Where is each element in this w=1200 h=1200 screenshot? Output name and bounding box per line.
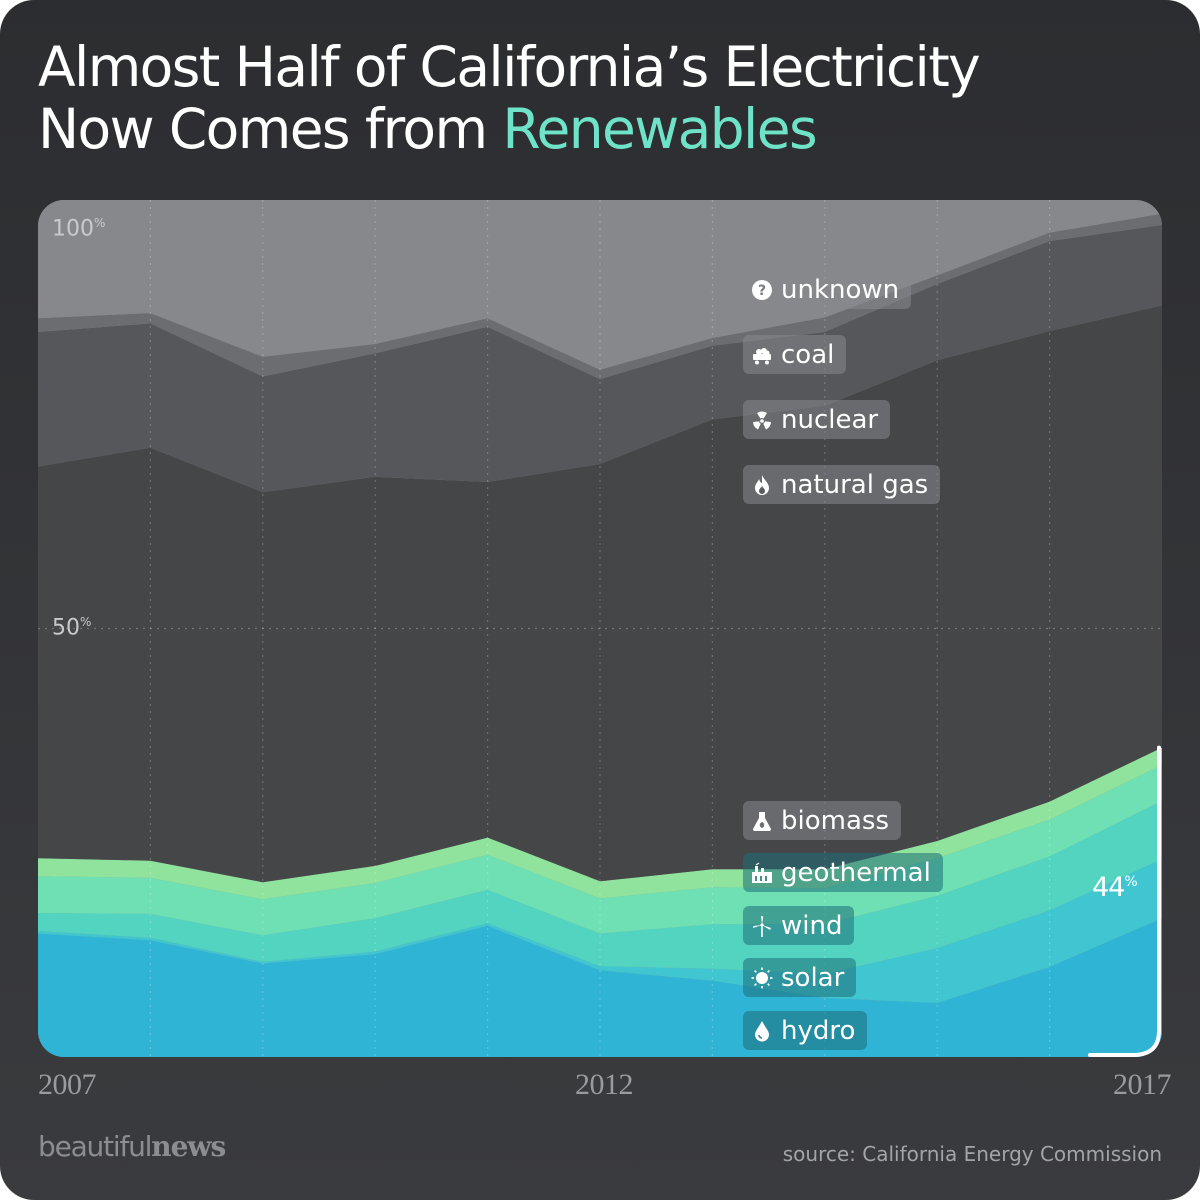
area-unknown <box>38 200 1162 370</box>
x-tick-label-2017: 2017 <box>1113 1068 1172 1101</box>
legend-nuclear: nuclear <box>743 400 891 439</box>
coal-cart-icon <box>753 347 771 364</box>
area-wind <box>38 800 1162 974</box>
title-line-1: Almost Half of California’s Electricity <box>38 35 981 99</box>
wind-turbine-icon <box>753 915 771 937</box>
chart-overlay <box>38 200 1162 1057</box>
chart-title: Almost Half of California’s Electricity … <box>38 36 1168 160</box>
legend-hydro: hydro <box>743 1011 868 1050</box>
legend-geothermal: geothermal <box>743 853 943 892</box>
area-solar <box>38 859 1162 1003</box>
svg-text:?: ? <box>758 283 766 299</box>
source-note: source: California Energy Commission <box>782 1142 1162 1166</box>
x-tick-label-2012: 2012 <box>575 1068 634 1101</box>
end-value-label: 44% <box>1092 872 1138 903</box>
legend-unknown: ? unknown <box>743 270 912 309</box>
legend-wind: wind <box>743 906 855 945</box>
brand-logo: beautifulnews <box>38 1130 226 1163</box>
title-accent-word: Renewables <box>502 97 817 161</box>
legend-natural-gas: natural gas <box>743 465 941 504</box>
factory-icon <box>752 862 772 883</box>
area-geothermal <box>38 764 1162 936</box>
x-tick-label-2007: 2007 <box>38 1068 97 1101</box>
sun-icon <box>751 967 773 988</box>
question-icon: ? <box>752 279 772 300</box>
y-tick-label-100: 100% <box>52 216 106 242</box>
legend-coal: coal <box>743 335 847 374</box>
renewables-bracket <box>1088 745 1161 1057</box>
radiation-icon <box>753 410 771 429</box>
flame-icon <box>755 474 769 495</box>
area-layers <box>38 200 1162 1057</box>
area-hydro <box>38 918 1162 1057</box>
area-nuclear <box>38 224 1162 493</box>
legend-solar: solar <box>743 958 857 997</box>
y-tick-label-50: 50% <box>52 615 92 641</box>
legend-biomass: biomass <box>743 801 901 840</box>
area-natural-gas <box>38 305 1162 883</box>
flask-leaf-icon <box>753 811 771 831</box>
title-line-2-prefix: Now Comes from <box>38 97 503 161</box>
water-drop-icon <box>755 1020 769 1041</box>
